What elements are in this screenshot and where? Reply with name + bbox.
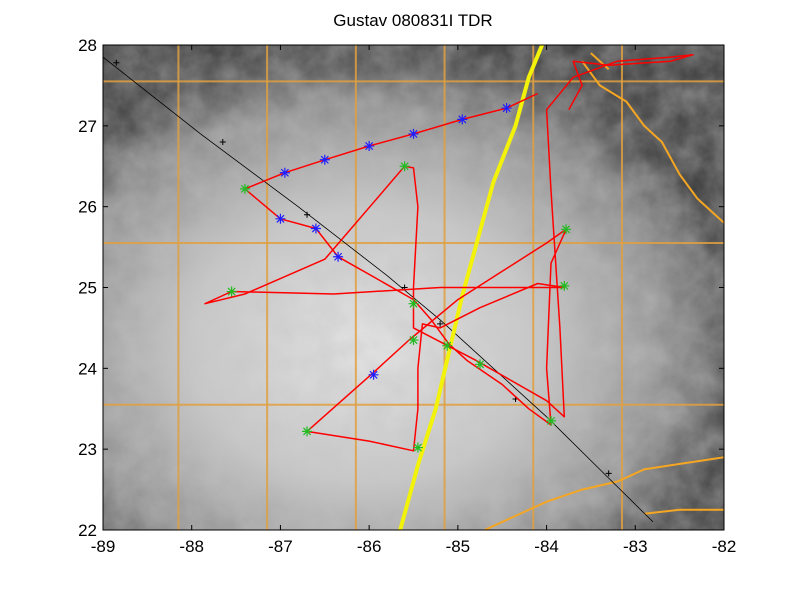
dropsonde-green bbox=[399, 161, 410, 172]
dropsonde-green bbox=[226, 286, 237, 297]
x-tick-label: -86 bbox=[357, 537, 382, 556]
y-tick-label: 25 bbox=[78, 279, 97, 298]
dropsonde-green bbox=[559, 280, 570, 291]
x-tick-label: -82 bbox=[712, 537, 737, 556]
dropsonde-green bbox=[239, 183, 250, 194]
best-track-line bbox=[103, 56, 654, 523]
coastline-segment bbox=[484, 456, 724, 530]
best-track bbox=[103, 56, 654, 523]
y-tick-label: 22 bbox=[78, 521, 97, 540]
dropsonde-blue bbox=[310, 223, 321, 234]
x-tick-label: -83 bbox=[623, 537, 648, 556]
dropsonde-blue bbox=[279, 167, 290, 178]
y-tick-label: 23 bbox=[78, 440, 97, 459]
x-tick-label: -85 bbox=[446, 537, 471, 556]
flight-track-line bbox=[204, 53, 694, 452]
dropsonde-blue bbox=[457, 114, 468, 125]
dropsonde-green bbox=[442, 340, 453, 351]
axis-ticks: -89 -88 -87 -86 -85 -84 -83 -82 22 23 24 25 26 27 28 bbox=[78, 36, 736, 556]
x-tick-label: -84 bbox=[534, 537, 559, 556]
x-tick-label: -88 bbox=[179, 537, 204, 556]
lat-lon-grid bbox=[103, 45, 724, 530]
y-tick-label: 27 bbox=[78, 117, 97, 136]
coastline-segment bbox=[644, 508, 724, 515]
dropsonde-green bbox=[412, 442, 423, 453]
dropsonde-green bbox=[561, 224, 572, 235]
flight-track bbox=[204, 53, 694, 452]
y-tick-label: 24 bbox=[78, 359, 97, 378]
coastline-segment bbox=[590, 52, 610, 71]
best-track-marker bbox=[219, 139, 226, 145]
plot-area bbox=[103, 45, 724, 530]
dropsonde-blue bbox=[364, 141, 375, 152]
dropsonde-blue bbox=[501, 103, 512, 114]
x-tick-label: -89 bbox=[91, 537, 116, 556]
coastline-segment bbox=[581, 60, 724, 224]
best-track-marker bbox=[437, 320, 444, 327]
dropsonde-green bbox=[302, 426, 313, 437]
y-tick-label: 28 bbox=[78, 36, 97, 55]
coastlines bbox=[484, 52, 724, 530]
dropsonde-blue bbox=[368, 369, 379, 380]
dropsonde-blue bbox=[275, 213, 286, 224]
dropsonde-green bbox=[408, 335, 419, 346]
dropsondes bbox=[226, 103, 572, 453]
dropsonde-green bbox=[475, 359, 486, 370]
dropsonde-blue bbox=[408, 128, 419, 139]
best-track-marker bbox=[605, 470, 612, 477]
dropsonde-blue bbox=[333, 251, 344, 262]
map-title: Gustav 080831I TDR bbox=[333, 11, 492, 30]
y-tick-label: 26 bbox=[78, 198, 97, 217]
best-track-marker bbox=[304, 211, 311, 218]
dropsonde-blue bbox=[319, 154, 330, 165]
best-track-marker bbox=[113, 59, 120, 66]
dropsonde-green bbox=[546, 415, 557, 426]
x-tick-label: -87 bbox=[268, 537, 293, 556]
dropsonde-green bbox=[408, 298, 419, 309]
